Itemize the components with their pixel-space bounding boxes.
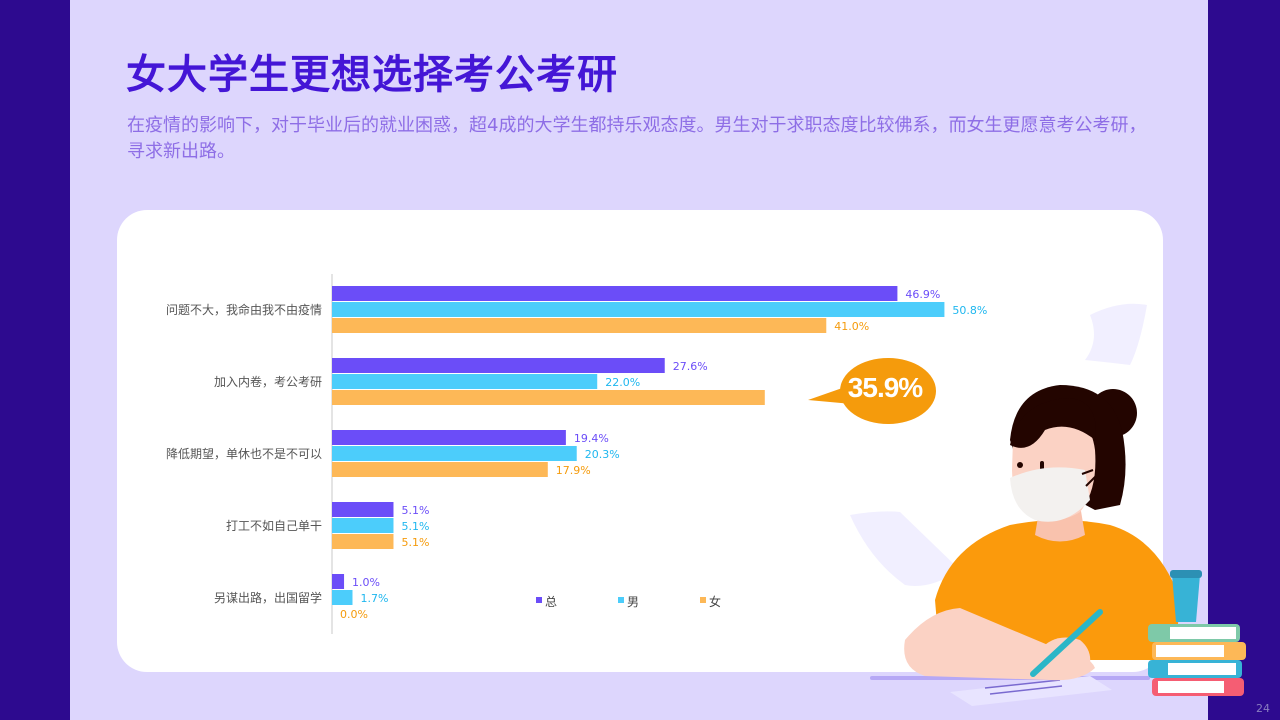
bar-男 — [332, 374, 598, 389]
legend-label: 女 — [709, 594, 721, 609]
bar-女 — [332, 390, 765, 405]
data-label: 50.8% — [952, 304, 987, 317]
bar-男 — [332, 446, 577, 461]
page-subtitle: 在疫情的影响下，对于毕业后的就业困惑，超4成的大学生都持乐观态度。男生对于求职态… — [127, 115, 1147, 162]
callout-bubble-tail — [808, 386, 852, 404]
callout-bubble-shape — [840, 358, 936, 424]
category-label: 问题不大，我命由我不由疫情 — [166, 302, 322, 317]
data-label: 17.9% — [556, 464, 591, 477]
bar-总 — [332, 358, 665, 373]
bar-女 — [332, 318, 827, 333]
category-label: 另谋出路，出国留学 — [214, 590, 322, 605]
legend-label: 总 — [545, 595, 557, 609]
callout-value: 35.9% — [847, 372, 923, 403]
legend-swatch-总 — [536, 597, 542, 603]
data-label: 1.7% — [360, 592, 388, 605]
bar-总 — [332, 286, 898, 301]
data-label: 46.9% — [905, 288, 940, 301]
page-number: 24 — [1256, 702, 1270, 715]
category-label: 加入内卷，考公考研 — [214, 374, 322, 389]
bar-男 — [332, 518, 394, 533]
legend-label: 男 — [627, 595, 639, 609]
data-label: 20.3% — [585, 448, 620, 461]
data-label: 5.1% — [401, 504, 429, 517]
data-label: 5.1% — [401, 520, 429, 533]
bar-女 — [332, 462, 548, 477]
bar-男 — [332, 302, 945, 317]
bar-总 — [332, 574, 345, 589]
callout-bubble — [808, 358, 936, 424]
data-label: 5.1% — [401, 536, 429, 549]
bar-女 — [332, 534, 394, 549]
slide-panel: 女大学生更想选择考公考研 在疫情的影响下，对于毕业后的就业困惑，超4成的大学生都… — [70, 0, 1208, 720]
bar-总 — [332, 502, 394, 517]
data-label: 19.4% — [574, 432, 609, 445]
page-title: 女大学生更想选择考公考研 — [126, 52, 618, 98]
category-label: 打工不如自己单干 — [226, 518, 322, 533]
data-label: 0.0% — [340, 608, 368, 621]
legend-swatch-男 — [618, 597, 624, 603]
data-label: 41.0% — [834, 320, 869, 333]
bar-总 — [332, 430, 566, 445]
data-label: 22.0% — [605, 376, 640, 389]
data-label: 1.0% — [352, 576, 380, 589]
bar-男 — [332, 590, 353, 605]
category-label: 降低期望，单休也不是不可以 — [166, 447, 322, 461]
data-label: 27.6% — [673, 360, 708, 373]
legend-swatch-女 — [700, 597, 706, 603]
